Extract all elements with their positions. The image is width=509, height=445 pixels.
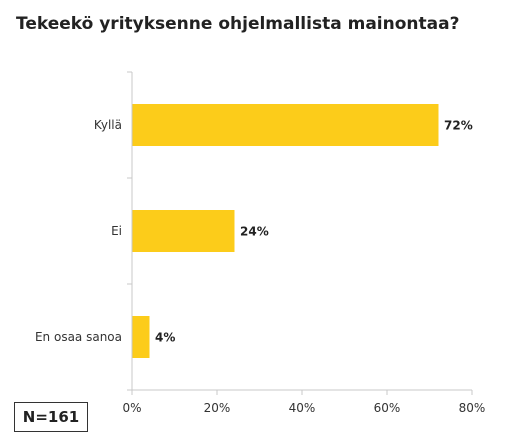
bar-0 xyxy=(132,104,439,146)
bar-2 xyxy=(132,316,150,358)
data-label: 4% xyxy=(155,331,175,345)
x-tick-label: 80% xyxy=(459,401,486,415)
category-label: Ei xyxy=(111,224,122,238)
x-tick-label: 40% xyxy=(289,401,316,415)
x-tick-label: 0% xyxy=(122,401,141,415)
data-label: 24% xyxy=(240,225,269,239)
category-label: Kyllä xyxy=(94,118,122,132)
x-tick-label: 60% xyxy=(374,401,401,415)
category-label: En osaa sanoa xyxy=(35,330,122,344)
chart-title: Tekeekö yrityksenne ohjelmallista mainon… xyxy=(16,14,460,34)
bar-1 xyxy=(132,210,235,252)
x-tick-label: 20% xyxy=(204,401,231,415)
sample-size-badge: N=161 xyxy=(14,402,88,432)
data-label: 72% xyxy=(444,119,473,133)
